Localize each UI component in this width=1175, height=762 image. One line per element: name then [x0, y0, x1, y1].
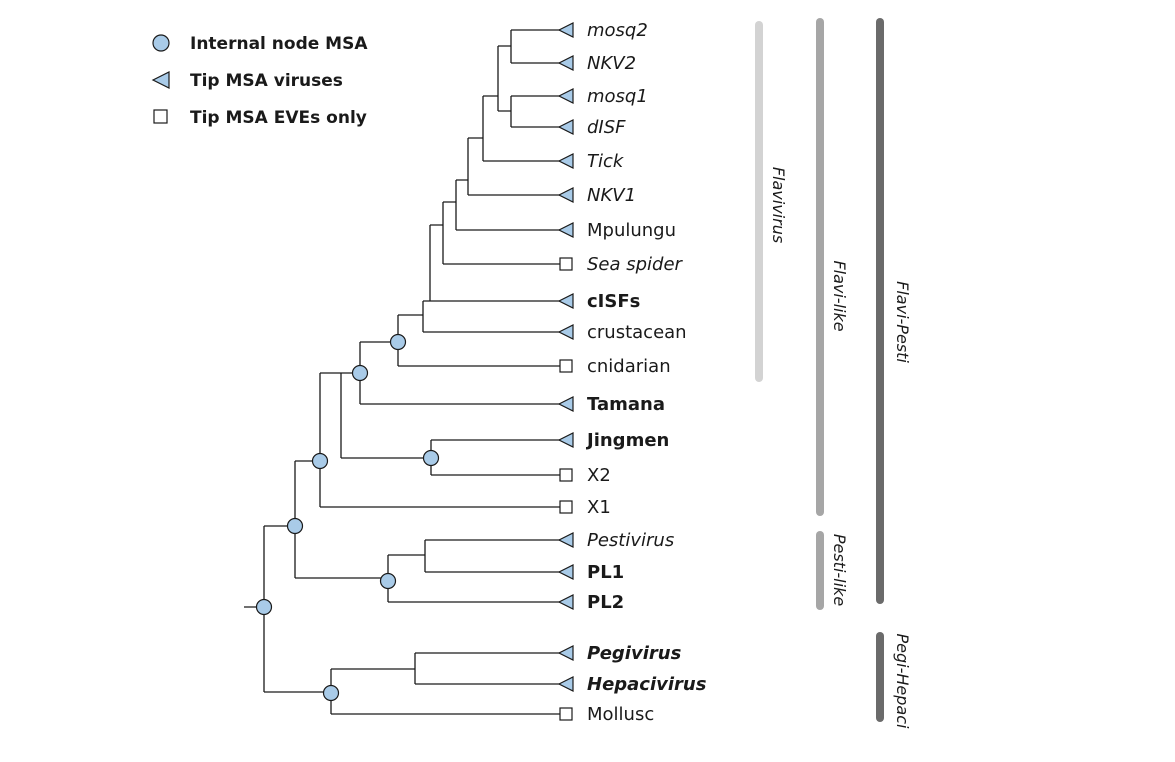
tip-label: Jingmen — [585, 430, 669, 451]
square-icon — [559, 468, 573, 482]
triangle-icon — [557, 22, 574, 38]
tip-mosq1: mosq1 — [557, 86, 648, 107]
square-icon — [559, 500, 573, 514]
triangle-icon — [557, 432, 574, 448]
tip-pl2: PL2 — [557, 592, 624, 613]
square-icon — [559, 707, 573, 721]
tip-hepacivirus: Hepacivirus — [557, 674, 707, 695]
tip-nkv1: NKV1 — [557, 185, 636, 206]
tip-mollusc: Mollusc — [559, 704, 654, 725]
tip-label: NKV1 — [587, 185, 636, 206]
clade-label-flavi-pesti: Flavi-Pesti — [893, 281, 912, 363]
tip-pestivirus: Pestivirus — [557, 530, 674, 551]
internal-node-circle — [255, 598, 273, 616]
legend: Internal node MSA Tip MSA viruses Tip MS… — [151, 34, 368, 128]
internal-nodes — [255, 333, 440, 702]
tip-label: dISF — [587, 117, 626, 138]
triangle-icon — [557, 645, 574, 661]
tip-disf: dISF — [557, 117, 626, 138]
clade-bars: Flavivirus Flavi-like Pesti-like Flavi-P… — [755, 18, 912, 730]
tip-label: Mpulungu — [587, 220, 676, 241]
tips: mosq2 NKV2 mosq1 dISF Tick NKV1 Mpulungu Sea sp… — [557, 20, 707, 725]
tip-nkv2: NKV2 — [557, 53, 636, 74]
tree-branches — [244, 29, 560, 715]
internal-node-circle — [379, 572, 397, 590]
internal-node-circle — [351, 364, 369, 382]
tip-crustacean: crustacean — [557, 322, 687, 343]
triangle-icon — [557, 153, 574, 169]
triangle-icon — [557, 222, 574, 238]
triangle-icon — [151, 71, 170, 89]
tip-label: cnidarian — [587, 356, 671, 377]
legend-item-tip-eves: Tip MSA EVEs only — [153, 108, 367, 128]
tip-label: Pegivirus — [587, 643, 682, 664]
clade-label-pegi-hepaci: Pegi-Hepaci — [893, 634, 912, 730]
tip-label: PL1 — [587, 562, 624, 583]
tip-label: Mollusc — [587, 704, 654, 725]
clade-label-flavi-like: Flavi-like — [830, 260, 849, 331]
internal-node-circle — [422, 449, 440, 467]
triangle-icon — [557, 55, 574, 71]
tip-jingmen: Jingmen — [557, 430, 669, 451]
tip-label: Sea spider — [587, 254, 684, 275]
triangle-icon — [557, 396, 574, 412]
triangle-icon — [557, 324, 574, 340]
tip-x2: X2 — [559, 465, 611, 486]
tip-x1: X1 — [559, 497, 611, 518]
tip-label: NKV2 — [587, 53, 636, 74]
tip-tick: Tick — [557, 151, 625, 172]
tip-mosq2: mosq2 — [557, 20, 648, 41]
tip-tamana: Tamana — [557, 394, 665, 415]
circle-icon — [152, 34, 170, 52]
legend-item-internal-node: Internal node MSA — [152, 34, 368, 54]
triangle-icon — [557, 594, 574, 610]
internal-node-circle — [311, 452, 329, 470]
tip-label: Pestivirus — [587, 530, 674, 551]
square-icon — [559, 257, 573, 271]
tip-label: Hepacivirus — [587, 674, 707, 695]
triangle-icon — [557, 564, 574, 580]
tip-label: Tamana — [587, 394, 665, 415]
triangle-icon — [557, 119, 574, 135]
tip-cisfs: cISFs — [557, 291, 640, 312]
legend-label: Tip MSA viruses — [190, 71, 343, 91]
triangle-icon — [557, 187, 574, 203]
triangle-icon — [557, 676, 574, 692]
tip-mpulungu: Mpulungu — [557, 220, 676, 241]
tip-sea-spider: Sea spider — [559, 254, 684, 275]
tip-label: X2 — [587, 465, 611, 486]
square-icon — [153, 109, 168, 124]
triangle-icon — [557, 88, 574, 104]
tip-cnidarian: cnidarian — [559, 356, 671, 377]
legend-label: Tip MSA EVEs only — [190, 108, 367, 128]
tip-label: mosq2 — [587, 20, 648, 41]
tip-label: Tick — [587, 151, 625, 172]
tip-label: crustacean — [587, 322, 687, 343]
internal-node-circle — [322, 684, 340, 702]
clade-label-flavivirus: Flavivirus — [769, 167, 788, 243]
tip-pl1: PL1 — [557, 562, 624, 583]
tip-label: PL2 — [587, 592, 624, 613]
clade-label-pesti-like: Pesti-like — [830, 534, 849, 606]
internal-node-circle — [389, 333, 407, 351]
tip-label: X1 — [587, 497, 611, 518]
triangle-icon — [557, 293, 574, 309]
tip-label: mosq1 — [587, 86, 648, 107]
square-icon — [559, 359, 573, 373]
legend-label: Internal node MSA — [190, 34, 368, 54]
tip-label: cISFs — [587, 291, 640, 312]
triangle-icon — [557, 532, 574, 548]
internal-node-circle — [286, 517, 304, 535]
tip-pegivirus: Pegivirus — [557, 643, 682, 664]
legend-item-tip-viruses: Tip MSA viruses — [151, 71, 343, 91]
